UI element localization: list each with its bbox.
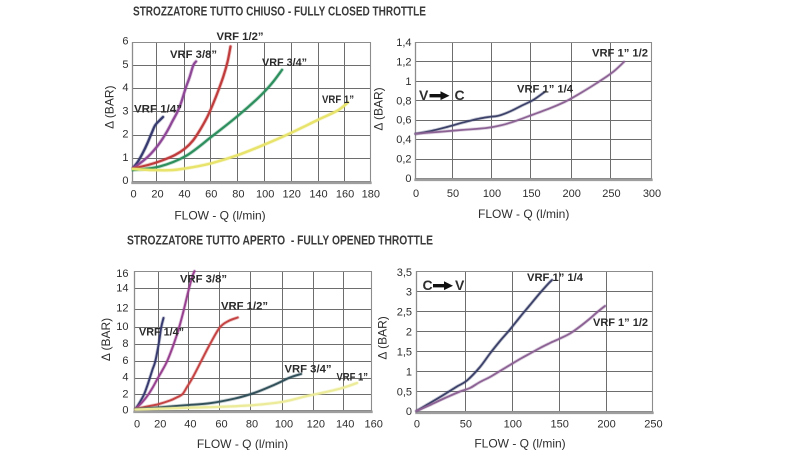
svg-text:140: 140 bbox=[309, 189, 327, 201]
svg-text:40: 40 bbox=[178, 189, 190, 201]
svg-text:C: C bbox=[455, 87, 465, 103]
svg-text:0: 0 bbox=[405, 173, 411, 185]
svg-text:20: 20 bbox=[154, 419, 166, 431]
svg-text:0,2: 0,2 bbox=[396, 154, 411, 166]
svg-text:100: 100 bbox=[504, 419, 522, 431]
svg-text:VRF 3/8”: VRF 3/8” bbox=[180, 274, 227, 286]
svg-text:0: 0 bbox=[414, 419, 420, 431]
svg-text:1: 1 bbox=[405, 76, 411, 88]
svg-text:10: 10 bbox=[116, 321, 128, 333]
svg-text:VRF 1/2”: VRF 1/2” bbox=[217, 31, 264, 43]
svg-text:5: 5 bbox=[122, 59, 128, 71]
svg-text:VRF 1”: VRF 1” bbox=[322, 94, 354, 106]
svg-text:120: 120 bbox=[307, 419, 325, 431]
svg-text:50: 50 bbox=[447, 188, 459, 200]
svg-text:12: 12 bbox=[116, 303, 128, 315]
svg-text:180: 180 bbox=[362, 189, 380, 201]
svg-text:250: 250 bbox=[602, 188, 620, 200]
svg-text:60: 60 bbox=[205, 189, 217, 201]
svg-text:250: 250 bbox=[644, 419, 662, 431]
svg-text:V: V bbox=[419, 87, 429, 103]
svg-text:40: 40 bbox=[184, 419, 196, 431]
svg-text:2,5: 2,5 bbox=[397, 307, 412, 319]
svg-text:300: 300 bbox=[643, 188, 661, 200]
svg-text:FLOW - Q (l/min): FLOW - Q (l/min) bbox=[474, 437, 565, 451]
svg-text:VRF 1” 1/4: VRF 1” 1/4 bbox=[527, 272, 584, 284]
svg-text:STROZZATORE TUTTO APERTO - FU: STROZZATORE TUTTO APERTO - FULLY OPENED … bbox=[127, 234, 433, 248]
svg-text:VRF 1/2”: VRF 1/2” bbox=[221, 301, 268, 313]
svg-text:VRF 1/4”: VRF 1/4” bbox=[139, 327, 184, 339]
svg-text:0,5: 0,5 bbox=[397, 386, 412, 398]
svg-text:VRF 1/4”: VRF 1/4” bbox=[134, 104, 182, 116]
svg-text:VRF 3/8”: VRF 3/8” bbox=[170, 49, 217, 61]
svg-text:4: 4 bbox=[122, 82, 128, 94]
svg-text:14: 14 bbox=[116, 282, 128, 294]
svg-text:C: C bbox=[423, 277, 433, 293]
svg-text:80: 80 bbox=[246, 419, 258, 431]
svg-text:0,4: 0,4 bbox=[396, 134, 411, 146]
svg-text:50: 50 bbox=[460, 419, 472, 431]
svg-text:100: 100 bbox=[483, 188, 501, 200]
svg-text:0: 0 bbox=[134, 419, 140, 431]
svg-text:3: 3 bbox=[122, 105, 128, 117]
svg-text:2: 2 bbox=[122, 129, 128, 141]
svg-text:2: 2 bbox=[122, 389, 128, 401]
svg-text:0,8: 0,8 bbox=[396, 95, 411, 107]
svg-text:0: 0 bbox=[413, 188, 419, 200]
svg-text:Δ (BAR): Δ (BAR) bbox=[375, 316, 389, 359]
svg-text:VRF 1” 1/2: VRF 1” 1/2 bbox=[593, 317, 648, 329]
svg-text:0: 0 bbox=[122, 175, 128, 187]
svg-text:4: 4 bbox=[122, 372, 128, 384]
svg-text:200: 200 bbox=[563, 188, 581, 200]
svg-text:140: 140 bbox=[336, 419, 354, 431]
svg-text:60: 60 bbox=[215, 419, 227, 431]
svg-text:0: 0 bbox=[130, 189, 136, 201]
svg-text:Δ (BAR): Δ (BAR) bbox=[103, 86, 117, 129]
svg-text:200: 200 bbox=[597, 419, 615, 431]
svg-text:1: 1 bbox=[122, 152, 128, 164]
svg-text:Δ (BAR): Δ (BAR) bbox=[372, 87, 386, 130]
svg-text:150: 150 bbox=[551, 419, 569, 431]
svg-text:VRF 1”: VRF 1” bbox=[337, 372, 369, 384]
svg-text:VRF 1” 1/4: VRF 1” 1/4 bbox=[517, 84, 574, 96]
svg-text:16: 16 bbox=[116, 268, 128, 280]
svg-text:2: 2 bbox=[406, 327, 412, 339]
svg-text:0: 0 bbox=[406, 406, 412, 418]
svg-text:V: V bbox=[455, 277, 465, 293]
svg-text:100: 100 bbox=[275, 419, 293, 431]
svg-text:3,5: 3,5 bbox=[397, 267, 412, 279]
svg-text:8: 8 bbox=[122, 338, 128, 350]
svg-text:VRF 3/4”: VRF 3/4” bbox=[262, 57, 307, 69]
svg-text:160: 160 bbox=[336, 189, 354, 201]
svg-text:0,6: 0,6 bbox=[396, 115, 411, 127]
svg-text:VRF 3/4”: VRF 3/4” bbox=[285, 364, 332, 376]
svg-text:1,4: 1,4 bbox=[396, 37, 411, 49]
svg-text:FLOW - Q (l/min): FLOW - Q (l/min) bbox=[197, 437, 288, 450]
svg-text:FLOW - Q (l/min): FLOW - Q (l/min) bbox=[174, 209, 265, 223]
svg-text:1,5: 1,5 bbox=[397, 347, 412, 359]
svg-text:1,2: 1,2 bbox=[396, 56, 411, 68]
svg-text:80: 80 bbox=[232, 189, 244, 201]
svg-text:STROZZATORE TUTTO CHIUSO - FUL: STROZZATORE TUTTO CHIUSO - FULLY CLOSED … bbox=[133, 5, 426, 19]
svg-text:100: 100 bbox=[256, 189, 274, 201]
svg-text:3: 3 bbox=[406, 287, 412, 299]
svg-text:20: 20 bbox=[151, 189, 163, 201]
svg-text:1: 1 bbox=[406, 366, 412, 378]
svg-text:VRF 1” 1/2: VRF 1” 1/2 bbox=[592, 48, 648, 60]
svg-text:6: 6 bbox=[122, 36, 128, 48]
svg-text:0: 0 bbox=[122, 405, 128, 417]
svg-text:6: 6 bbox=[122, 355, 128, 367]
svg-text:160: 160 bbox=[365, 419, 383, 431]
svg-text:FLOW - Q (l/min): FLOW - Q (l/min) bbox=[478, 207, 569, 221]
svg-text:120: 120 bbox=[283, 189, 301, 201]
svg-text:Δ (BAR): Δ (BAR) bbox=[99, 318, 113, 361]
svg-text:150: 150 bbox=[522, 188, 540, 200]
